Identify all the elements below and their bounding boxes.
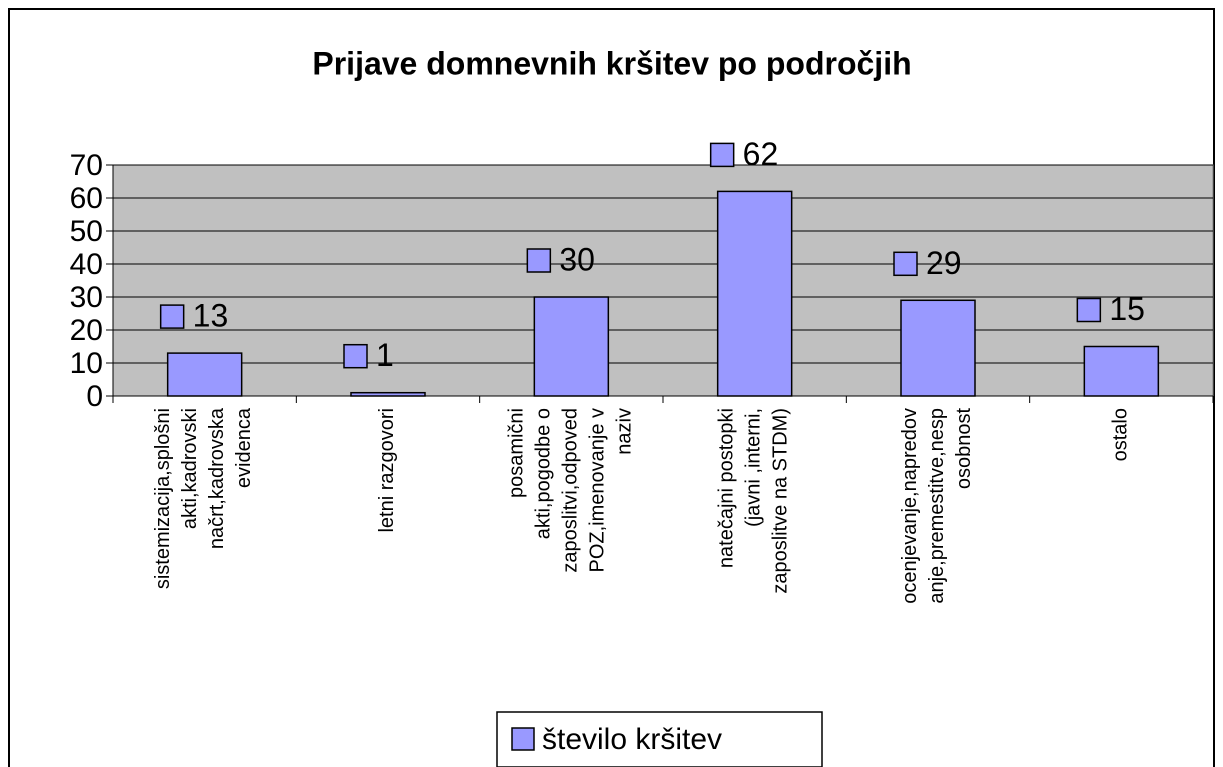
bar — [533, 296, 610, 397]
x-tick-label-line: zaposlitve na STDM) — [770, 408, 792, 594]
x-tick-label-line: naziv — [614, 408, 636, 455]
data-label: 13 — [193, 298, 229, 334]
x-tick-label-line: sistemizacija,splošni — [152, 408, 174, 589]
x-tick-label-line: anje,premestitve,nesp — [926, 408, 948, 604]
x-tick-label-line: osobnost — [953, 408, 975, 490]
x-tick-label: ostalo — [1110, 408, 1132, 461]
plot-area — [112, 164, 1214, 397]
y-tick-label: 40 — [70, 248, 103, 281]
data-label: 29 — [926, 245, 962, 281]
bar — [166, 352, 243, 397]
x-tick-label-line: letni razgovori — [376, 408, 398, 533]
y-tick-label: 70 — [70, 149, 103, 182]
x-tick-label-line: evidenca — [233, 407, 255, 488]
data-label-key — [893, 251, 918, 277]
y-tick-label: 30 — [70, 281, 103, 314]
data-label: 62 — [743, 136, 779, 172]
data-label-key — [159, 304, 185, 329]
chart-title: Prijave domnevnih kršitev po področjih — [312, 45, 911, 81]
y-tick-label: 50 — [70, 215, 103, 248]
x-tick-label-line: natečajni postopki — [716, 408, 738, 568]
x-tick-label-line: akti,pogodbe o — [533, 408, 555, 539]
x-tick-label: sistemizacija,splošni akti,kadrovski načrt… — [152, 407, 255, 589]
data-label-key — [343, 343, 368, 369]
x-tick-label-line: ostalo — [1110, 408, 1132, 461]
bar — [350, 391, 426, 397]
data-label-key — [709, 142, 735, 168]
x-tick-label-line: načrt,kadrovska — [206, 407, 228, 549]
legend — [496, 711, 823, 767]
x-tick-label: letni razgovori — [376, 408, 398, 533]
y-tick-label: 60 — [70, 182, 103, 215]
x-tick-label: ocenjevanje,napredov anje,premestitve,nes… — [899, 408, 975, 604]
x-tick-label-line: posamični — [506, 408, 528, 498]
y-tick-label: 0 — [86, 380, 103, 413]
x-tick-label-line: (javni ,interni, — [743, 408, 765, 527]
x-tick-label-line: ocenjevanje,napredov — [899, 408, 921, 604]
data-label: 30 — [559, 241, 595, 277]
legend-label: število kršitev — [542, 723, 722, 756]
y-tick-label: 10 — [70, 347, 103, 380]
x-tick-label: posamični akti,pogodbe o zaposlitvi,odpove… — [506, 408, 636, 573]
x-tick-label-line: akti,kadrovski — [179, 408, 201, 529]
x-tick-label-line: POZ,imenovanje v — [587, 408, 609, 573]
x-tick-label: natečajni postopki (javni ,interni, zaposl… — [716, 408, 792, 594]
bar — [716, 190, 793, 397]
x-tick-label-line: zaposlitvi,odpoved — [560, 408, 582, 573]
bar — [900, 299, 976, 397]
data-label: 1 — [376, 337, 394, 373]
y-tick-label: 20 — [70, 314, 103, 347]
data-label-key — [1076, 297, 1102, 323]
legend-key — [511, 727, 535, 751]
data-label: 15 — [1109, 291, 1145, 327]
bar — [1083, 345, 1160, 397]
data-label-key — [526, 248, 552, 273]
